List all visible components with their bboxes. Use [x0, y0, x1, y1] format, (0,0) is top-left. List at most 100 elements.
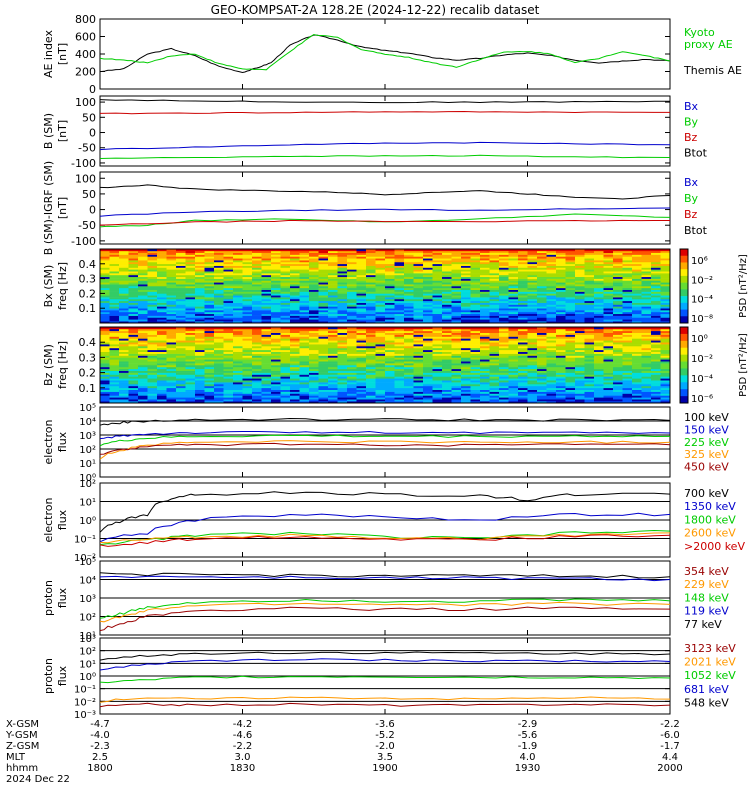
spectrogram-cell	[261, 397, 272, 400]
spectrogram-cell	[518, 387, 528, 390]
spectrogram-cell	[290, 366, 300, 370]
spectrogram-cell	[641, 365, 652, 368]
spectrogram-cell	[508, 293, 519, 296]
spectrogram-cell	[233, 346, 243, 349]
spectrogram-cell	[176, 399, 186, 402]
spectrogram-cell	[328, 338, 338, 341]
spectrogram-cell	[223, 297, 234, 300]
spectrogram-cell	[461, 380, 471, 383]
spectrogram-cell	[651, 286, 661, 289]
spectrogram-cell	[508, 395, 519, 398]
spectrogram-cell	[603, 263, 614, 266]
spectrogram-cell	[185, 359, 196, 362]
spectrogram-cell	[347, 298, 357, 302]
spectrogram-cell	[128, 311, 139, 315]
spectrogram-cell	[641, 297, 652, 300]
spectrogram-cell	[432, 302, 443, 305]
spectrogram-cell	[584, 321, 595, 324]
spectrogram-cell	[356, 363, 367, 366]
spectrogram-cell	[527, 384, 538, 387]
spectrogram-cell	[423, 289, 433, 292]
spectrogram-cell	[252, 304, 262, 307]
spectrogram-cell	[622, 274, 633, 278]
spectrogram-cell	[299, 359, 310, 362]
spectrogram-cell	[470, 361, 481, 364]
spectrogram-cell	[632, 306, 642, 309]
spectrogram-cell	[195, 304, 205, 307]
spectrogram-cell	[309, 291, 319, 294]
spectrogram-cell	[100, 287, 110, 290]
y-tick-label: 0.3	[79, 273, 97, 286]
spectrogram-cell	[347, 250, 357, 253]
spectrogram-cell	[556, 252, 566, 255]
spectrogram-cell	[195, 287, 205, 290]
spectrogram-cell	[337, 385, 348, 389]
spectrogram-cell	[622, 250, 633, 253]
spectrogram-cell	[603, 384, 614, 387]
spectrogram-cell	[518, 304, 528, 307]
spectrogram-cell	[546, 397, 557, 400]
spectrogram-cell	[309, 378, 319, 381]
spectrogram-cell	[214, 298, 224, 302]
spectrogram-cell	[622, 284, 633, 287]
spectrogram-cell	[147, 265, 158, 268]
spectrogram-cell	[537, 319, 547, 322]
spectrogram-cell	[527, 327, 538, 330]
spectrogram-cell	[575, 361, 585, 364]
spectrogram-cell	[480, 282, 490, 285]
spectrogram-cell	[100, 269, 110, 272]
spectrogram-cell	[204, 338, 215, 341]
spectrogram-cell	[356, 380, 367, 383]
spectrogram-cell	[195, 298, 205, 302]
spectrogram-cell	[366, 336, 376, 339]
spectrogram-cell	[337, 284, 348, 287]
spectrogram-cell	[660, 391, 671, 394]
spectrogram-cell	[204, 265, 215, 268]
spectrogram-cell	[480, 267, 490, 270]
spectrogram-cell	[176, 267, 186, 270]
spectrogram-cell	[128, 334, 139, 337]
spectrogram-cell	[461, 298, 471, 302]
spectrogram-cell	[233, 258, 243, 261]
spectrogram-cell	[413, 261, 424, 265]
spectrogram-cell	[518, 308, 528, 311]
spectrogram-cell	[157, 256, 167, 259]
spectrogram-cell	[527, 280, 538, 283]
spectrogram-cell	[461, 378, 471, 381]
spectrogram-cell	[575, 319, 585, 322]
spectrogram-cell	[166, 289, 177, 292]
spectrogram-cell	[271, 370, 281, 373]
spectrogram-cell	[337, 308, 348, 311]
spectrogram-cell	[423, 269, 433, 272]
spectrogram-cell	[423, 278, 433, 281]
spectrogram-cell	[565, 332, 576, 335]
spectrogram-cell	[613, 372, 623, 375]
spectrogram-cell	[489, 382, 500, 385]
spectrogram-cell	[337, 382, 348, 385]
spectrogram-cell	[261, 317, 272, 320]
spectrogram-cell	[565, 344, 576, 347]
spectrogram-cell	[518, 295, 528, 298]
spectrogram-cell	[347, 380, 357, 383]
spectrogram-cell	[518, 334, 528, 337]
spectrogram-cell	[404, 304, 414, 307]
spectrogram-cell	[280, 276, 291, 279]
spectrogram-cell	[527, 359, 538, 362]
spectrogram-cell	[337, 370, 348, 373]
spectrogram-cell	[385, 378, 395, 381]
spectrogram-cell	[100, 284, 110, 287]
spectrogram-cell	[375, 304, 386, 307]
spectrogram-cell	[537, 249, 547, 252]
spectrogram-cell	[413, 332, 424, 335]
spectrogram-cell	[660, 278, 671, 281]
spectrogram-cell	[223, 366, 234, 370]
spectrogram-cell	[565, 365, 576, 368]
spectrogram-cell	[394, 355, 405, 358]
spectrogram-cell	[660, 317, 671, 320]
spectrogram-cell	[299, 344, 310, 347]
spectrogram-cell	[337, 401, 348, 404]
spectrogram-cell	[537, 271, 547, 274]
spectrogram-cell	[356, 286, 367, 289]
spectrogram-cell	[128, 395, 139, 398]
